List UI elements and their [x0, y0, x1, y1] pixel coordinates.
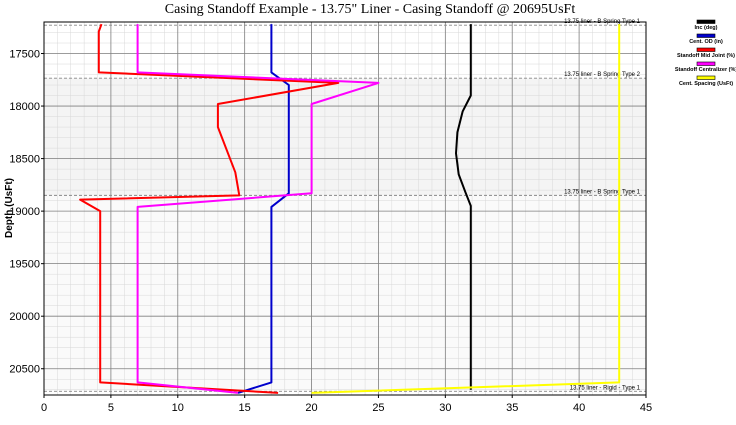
shaded-band: [44, 195, 646, 392]
series-line: [79, 23, 340, 394]
series-line: [237, 24, 290, 394]
y-tick-label: 20500: [9, 364, 40, 376]
x-tick-label: 15: [239, 402, 251, 414]
major-grid: [43, 22, 647, 395]
x-tick-label: 40: [573, 402, 585, 414]
legend-swatch: [696, 47, 716, 52]
annotation-label: 13.75 liner - B Spring Type 1: [564, 189, 641, 195]
x-tick-label: 45: [640, 402, 652, 414]
y-axis-label: Depth (UsFt): [4, 178, 15, 238]
plot-frame: [43, 21, 647, 396]
annotation-label: 13.75 liner - Rigid - Type 1: [570, 385, 641, 391]
shaded-band: [44, 78, 646, 196]
legend-swatch: [696, 19, 716, 24]
legend-label: Cent. OD (in): [689, 39, 723, 45]
legend: Inc (deg) Cent. OD (in) Standoff Mid Joint…: [675, 19, 736, 87]
chart-title: Casing Standoff Example - 13.75" Liner -…: [165, 2, 576, 17]
y-tick-label: 20000: [9, 311, 40, 323]
legend-label: Inc (deg): [695, 25, 718, 31]
legend-label: Standoff Centralizer (%): [675, 67, 736, 73]
x-tick-label: 5: [108, 402, 114, 414]
legend-label: Cent. Spacing (UsFt): [679, 81, 733, 87]
x-tick-label: 0: [41, 402, 47, 414]
y-tick-label: 19500: [9, 259, 40, 271]
y-tick-label: 18500: [9, 154, 40, 166]
y-axis-ticks: 17500 18000 18500 19000 19500 20000 20500: [9, 49, 44, 376]
x-axis-ticks: 0 5 10 15 20 25 30 35 40 45: [41, 395, 652, 414]
legend-swatch: [696, 61, 716, 66]
series-lines: [79, 23, 621, 394]
x-tick-label: 10: [172, 402, 184, 414]
x-tick-label: 20: [305, 402, 317, 414]
x-tick-label: 25: [372, 402, 384, 414]
series-line: [455, 24, 472, 390]
plot-area-background: [44, 78, 646, 392]
legend-swatch: [696, 75, 716, 80]
y-tick-label: 17500: [9, 49, 40, 61]
x-tick-label: 35: [506, 402, 518, 414]
series-line: [311, 24, 621, 394]
series-line: [136, 24, 380, 394]
annotation-label: 13.75 liner - B Spring Type 2: [564, 72, 641, 78]
x-tick-label: 30: [439, 402, 451, 414]
y-tick-label: 19000: [9, 206, 40, 218]
y-tick-label: 18000: [9, 101, 40, 113]
legend-label: Standoff Mid Joint (%): [677, 53, 735, 59]
legend-swatch: [696, 33, 716, 38]
